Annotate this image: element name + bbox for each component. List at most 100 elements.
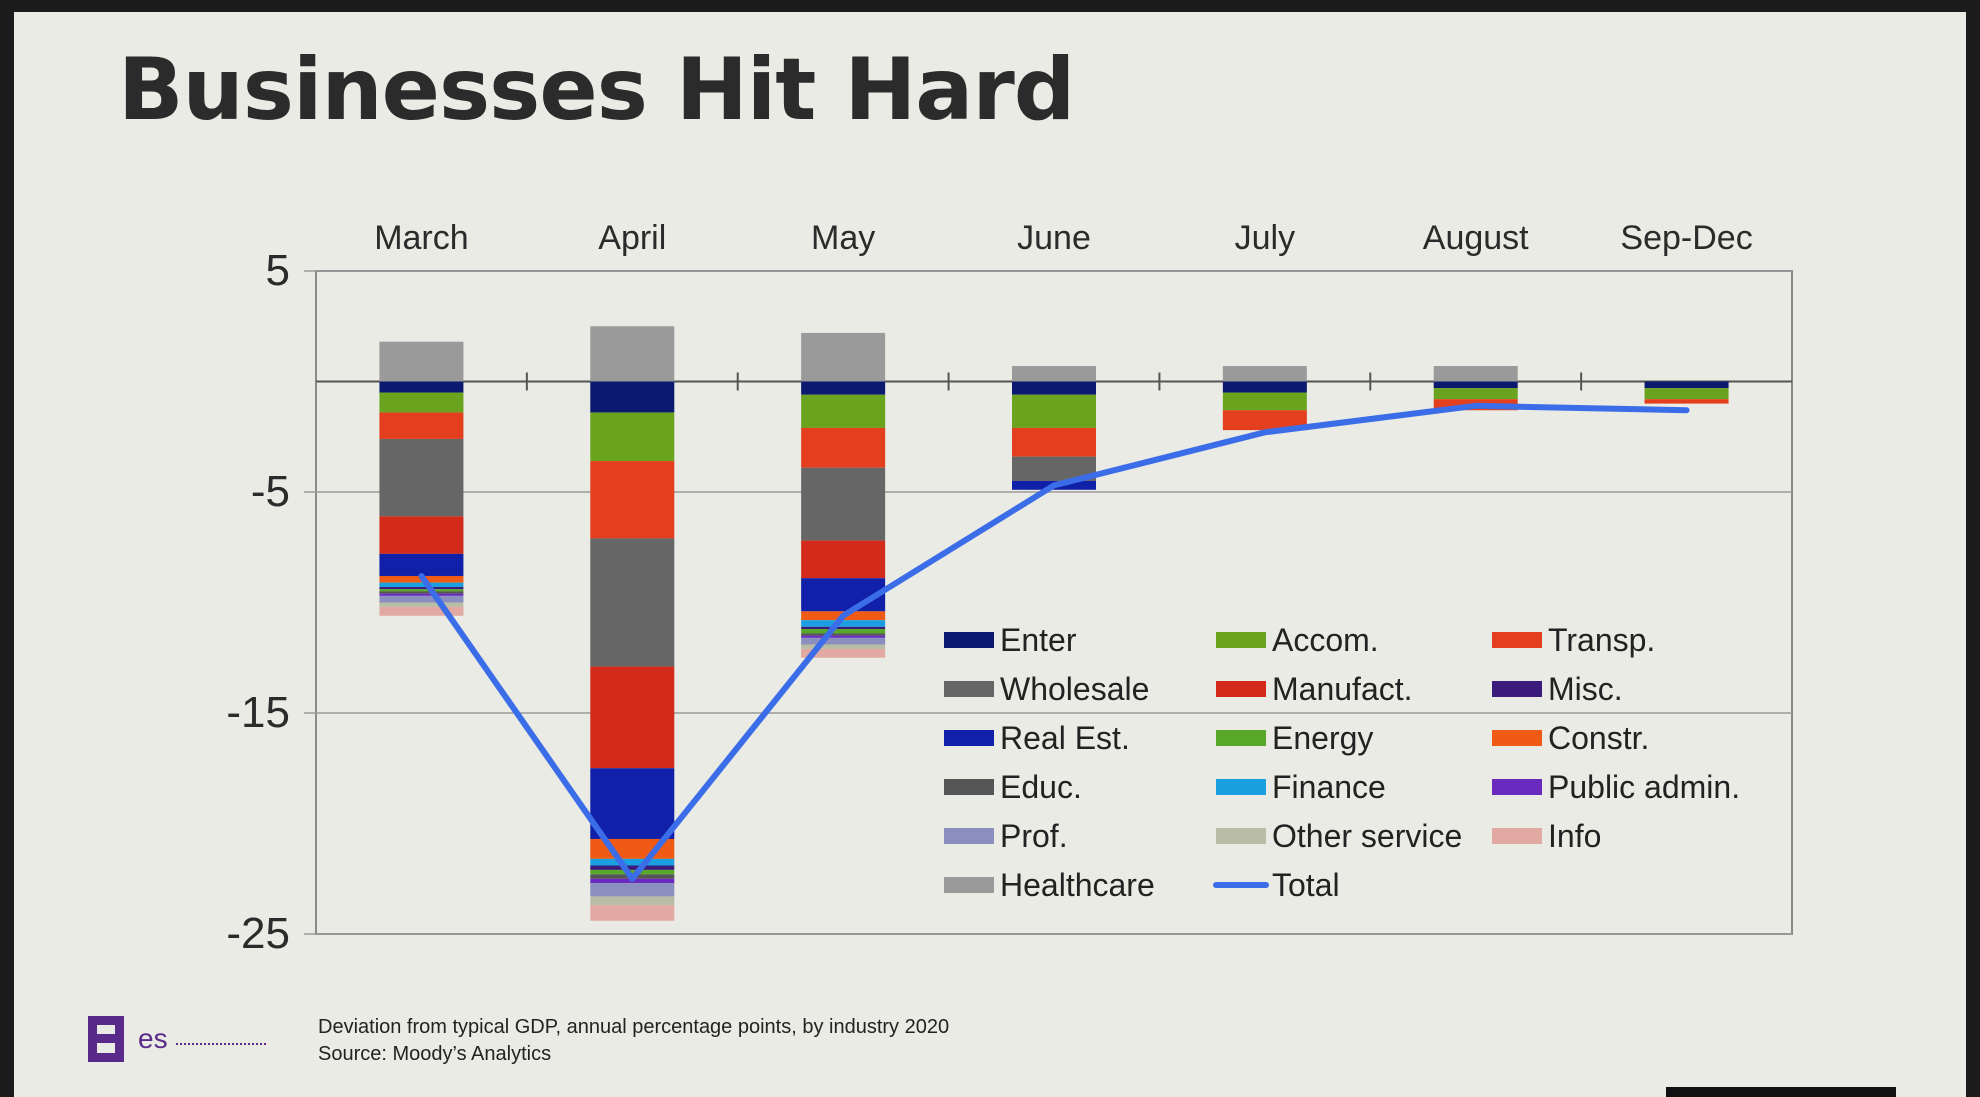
bar-segment bbox=[590, 412, 675, 462]
bar-segment bbox=[379, 516, 464, 554]
legend-label: Transp. bbox=[1548, 622, 1655, 658]
bar-segment bbox=[379, 438, 464, 517]
caption-source: Source: Moody’s Analytics bbox=[318, 1043, 552, 1065]
bar-segment bbox=[590, 905, 675, 921]
legend-swatch bbox=[944, 877, 994, 893]
bar-segment bbox=[379, 595, 464, 603]
bar-segment bbox=[1433, 366, 1518, 382]
bar-segment bbox=[590, 381, 675, 413]
legend-label: Total bbox=[1272, 867, 1340, 903]
legend-label: Real Est. bbox=[1000, 720, 1130, 756]
bar-segment bbox=[379, 553, 464, 576]
legend-label: Finance bbox=[1272, 769, 1386, 805]
bar-segment bbox=[801, 648, 886, 658]
legend-swatch bbox=[1216, 828, 1266, 844]
y-tick-label: -5 bbox=[251, 467, 290, 516]
bar-segment bbox=[801, 637, 886, 645]
category-label: Sep-Dec bbox=[1620, 219, 1752, 257]
logo-mark-icon bbox=[88, 1016, 124, 1062]
bar-segment bbox=[1644, 399, 1729, 404]
bar-segment bbox=[801, 626, 886, 630]
stacked-bar-chart: 5 -5 -15 -25 March April May June July August Sep-… bbox=[226, 219, 1793, 958]
bar-segment bbox=[801, 578, 886, 612]
legend-label: Manufact. bbox=[1272, 671, 1413, 707]
bar-segment bbox=[1644, 388, 1729, 400]
bar-segment bbox=[379, 381, 464, 393]
company-logo: es bbox=[88, 1016, 266, 1062]
bar-segment bbox=[379, 582, 464, 588]
category-label: July bbox=[1235, 219, 1295, 257]
logo-text: es bbox=[138, 1023, 168, 1054]
bar-segment bbox=[379, 589, 464, 592]
bar-segment bbox=[379, 591, 464, 594]
bar-segment bbox=[590, 865, 675, 870]
legend-label: Info bbox=[1548, 818, 1601, 854]
bar-segment bbox=[1433, 388, 1518, 400]
legend-label: Prof. bbox=[1000, 818, 1068, 854]
caption-description: Deviation from typical GDP, annual perce… bbox=[318, 1016, 950, 1038]
bar-segment bbox=[590, 869, 675, 875]
bar-segment bbox=[379, 602, 464, 607]
bar-segment bbox=[1012, 394, 1096, 428]
legend-label: Energy bbox=[1272, 720, 1373, 756]
bar-segment bbox=[379, 341, 464, 382]
total-line bbox=[418, 402, 1690, 882]
bar-segment bbox=[801, 332, 886, 382]
bar-segment bbox=[801, 633, 886, 636]
legend-swatch bbox=[1492, 632, 1542, 648]
legend-swatch bbox=[1216, 730, 1266, 746]
bar-segment bbox=[590, 768, 675, 839]
logo-dash bbox=[175, 1043, 266, 1045]
bar-segment bbox=[1222, 366, 1307, 382]
chart-title: Businesses Hit Hard bbox=[118, 40, 1075, 140]
bar-segment bbox=[590, 858, 675, 866]
chart-caption: Deviation from typical GDP, annual perce… bbox=[318, 1014, 949, 1068]
legend-label: Healthcare bbox=[1000, 867, 1155, 903]
legend-swatch bbox=[1492, 779, 1542, 795]
legend-swatch bbox=[944, 779, 994, 795]
bar-segment bbox=[590, 538, 675, 667]
bar-segment bbox=[590, 461, 675, 539]
bar-segment bbox=[590, 896, 675, 906]
bar-segment bbox=[1222, 381, 1307, 393]
legend-swatch bbox=[944, 632, 994, 648]
legend-label: Other service bbox=[1272, 818, 1462, 854]
bar-segment bbox=[801, 394, 886, 428]
legend-swatch bbox=[1216, 632, 1266, 648]
legend-swatch bbox=[944, 828, 994, 844]
legend-swatch bbox=[1492, 730, 1542, 746]
bar-segment bbox=[1222, 392, 1307, 411]
bar-segment bbox=[590, 883, 675, 897]
legend-label: Educ. bbox=[1000, 769, 1082, 805]
bar-segment bbox=[801, 427, 886, 468]
legend-label: Wholesale bbox=[1000, 671, 1149, 707]
bar-segment bbox=[1644, 381, 1729, 389]
bar-segment bbox=[590, 326, 675, 382]
category-label: August bbox=[1423, 219, 1529, 257]
category-label: March bbox=[374, 219, 468, 257]
category-label: April bbox=[598, 219, 666, 257]
bar-segment bbox=[1433, 381, 1518, 389]
bar-segment bbox=[801, 635, 886, 638]
legend-swatch bbox=[944, 681, 994, 697]
y-tick-label: 5 bbox=[266, 246, 290, 295]
bar-segment bbox=[801, 644, 886, 649]
bar-segment bbox=[801, 620, 886, 627]
legend-swatch bbox=[944, 730, 994, 746]
bar-segment bbox=[379, 587, 464, 590]
bar-segment bbox=[379, 412, 464, 439]
bar-segment bbox=[801, 540, 886, 579]
legend-swatch bbox=[1492, 828, 1542, 844]
bar-segment bbox=[590, 666, 675, 769]
legend-label: Misc. bbox=[1548, 671, 1623, 707]
category-label: June bbox=[1017, 219, 1091, 257]
legend-swatch bbox=[1216, 681, 1266, 697]
bar-segment bbox=[379, 606, 464, 616]
legend-swatch bbox=[1216, 779, 1266, 795]
y-tick-label: -15 bbox=[226, 688, 290, 737]
bar-segment bbox=[1012, 366, 1096, 382]
bar-segment bbox=[1012, 427, 1096, 457]
bar-segment bbox=[801, 629, 886, 634]
bar-segment bbox=[379, 392, 464, 413]
bottom-bar bbox=[1666, 1087, 1896, 1097]
